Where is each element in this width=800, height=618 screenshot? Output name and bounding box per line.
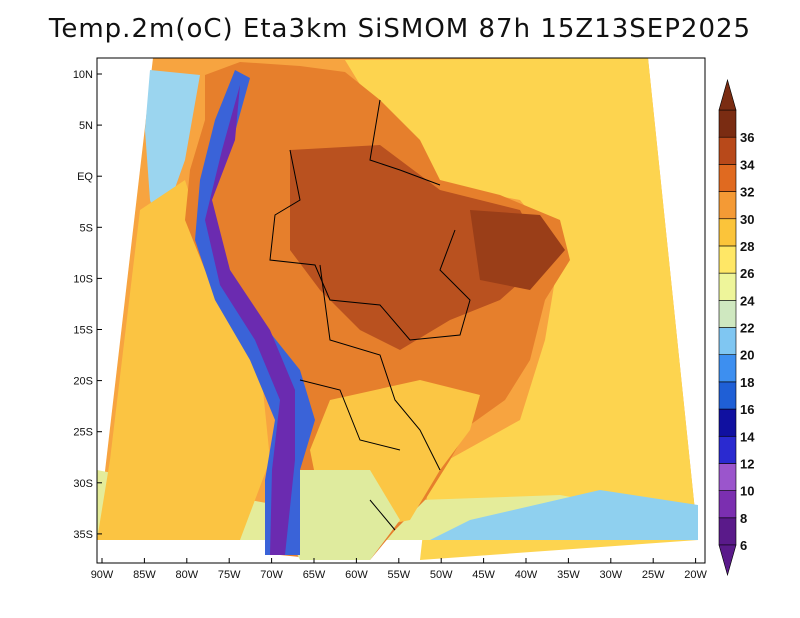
map-panel	[97, 58, 698, 560]
colorbar-segment	[718, 136, 737, 165]
lon-tick-label: 40W	[515, 569, 538, 581]
colorbar-label: 36	[740, 130, 754, 145]
colorbar-bottom-arrow	[718, 544, 737, 577]
lat-tick-label: 35S	[73, 529, 93, 541]
lon-tick-label: 35W	[557, 569, 580, 581]
colorbar-segment	[718, 381, 737, 410]
lon-tick-label: 70W	[260, 569, 283, 581]
colorbar-segment	[718, 463, 737, 491]
lon-tick-label: 55W	[387, 569, 410, 581]
lat-tick-label: 10N	[73, 69, 93, 81]
northeast-hot-region	[470, 210, 565, 290]
colorbar: 6 8 10 12 14 16 18 20 22 24 26 28 30 32 34 36	[718, 78, 755, 577]
colorbar-label: 30	[740, 212, 754, 227]
colorbar-segment	[718, 408, 737, 437]
colorbar-segment	[718, 191, 737, 220]
lon-tick-label: 60W	[345, 569, 368, 581]
colorbar-label: 26	[740, 266, 754, 281]
lon-tick-label: 75W	[218, 569, 241, 581]
lat-tick-label: 25S	[73, 427, 93, 439]
lon-tick-label: 20W	[684, 569, 707, 581]
colorbar-segment	[718, 109, 737, 138]
colorbar-top-arrow	[718, 78, 737, 111]
colorbar-label: 14	[740, 429, 755, 444]
pacific-cold-band	[145, 70, 200, 230]
amazon-hot-region	[290, 145, 545, 350]
chart-title: Temp.2m(oC) Eta3km SiSMOM 87h 15Z13SEP20…	[48, 14, 752, 44]
andes-coldest-core	[205, 85, 295, 555]
colorbar-label: 24	[740, 293, 755, 308]
lon-tick-label: 80W	[175, 569, 198, 581]
colorbar-label: 28	[740, 239, 754, 254]
colorbar-label: 34	[740, 157, 755, 172]
colorbar-label: 16	[740, 402, 754, 417]
colorbar-segment	[718, 354, 737, 383]
longitude-axis: 90W 85W 80W 75W 70W 65W 60W 55W 50W 45W 40W 35W 30W 2…	[91, 558, 708, 581]
colorbar-label: 20	[740, 348, 754, 363]
colorbar-label: 18	[740, 375, 754, 390]
southern-cold-zone	[430, 490, 698, 540]
colorbar-segment	[718, 435, 737, 464]
lat-tick-label: 5S	[80, 222, 93, 234]
plot-frame	[96, 57, 706, 564]
lon-tick-label: 30W	[599, 569, 622, 581]
colorbar-segment	[718, 164, 737, 192]
lon-tick-label: 25W	[642, 569, 665, 581]
lon-tick-label: 90W	[91, 569, 114, 581]
pacific-cool-band	[97, 180, 270, 540]
colorbar-segment	[718, 300, 737, 328]
pampas-cool-land	[280, 470, 400, 560]
colorbar-segment	[718, 517, 737, 546]
latitude-axis: 10N 5N EQ 5S 10S 15S 20S 25S 30S 35S	[73, 69, 102, 541]
colorbar-segment	[718, 218, 737, 247]
colorbar-label: 10	[740, 484, 754, 499]
colorbar-label: 12	[740, 456, 754, 471]
lat-tick-label: 20S	[73, 376, 93, 388]
colorbar-label: 6	[740, 538, 747, 553]
colorbar-label: 32	[740, 185, 754, 200]
lat-tick-label: 10S	[73, 273, 93, 285]
colorbar-segment	[718, 327, 737, 355]
colorbar-segment	[718, 272, 737, 301]
lat-tick-label: EQ	[77, 171, 93, 183]
lon-tick-label: 85W	[133, 569, 156, 581]
lat-tick-label: 30S	[73, 478, 93, 490]
colorbar-segment	[718, 245, 737, 274]
colorbar-segment	[718, 490, 737, 519]
country-borders	[269, 99, 471, 531]
colorbar-label: 8	[740, 511, 747, 526]
lon-tick-label: 45W	[472, 569, 495, 581]
lat-tick-label: 15S	[73, 325, 93, 337]
atlantic-ocean	[345, 58, 698, 560]
colorbar-label: 22	[740, 321, 754, 336]
lon-tick-label: 65W	[303, 569, 326, 581]
lon-tick-label: 50W	[430, 569, 453, 581]
lat-tick-label: 5N	[79, 120, 93, 132]
